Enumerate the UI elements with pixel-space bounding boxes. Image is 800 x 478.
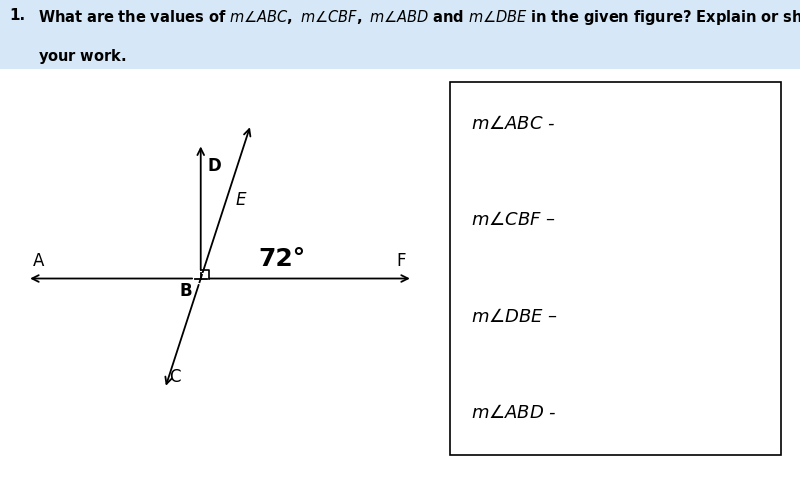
Text: $\bf{your\ work.}$: $\bf{your\ work.}$ <box>38 47 127 66</box>
Text: $m\angle ABD$ -: $m\angle ABD$ - <box>471 404 557 422</box>
Text: $m\angle CBF$ –: $m\angle CBF$ – <box>471 211 556 229</box>
Text: $m\angle ABC$ -: $m\angle ABC$ - <box>471 115 556 133</box>
Text: C: C <box>169 368 181 386</box>
Text: 72°: 72° <box>258 247 306 271</box>
Text: F: F <box>397 252 406 270</box>
Text: 1.: 1. <box>10 8 26 23</box>
Text: B: B <box>180 282 192 300</box>
Text: $m\angle DBE$ –: $m\angle DBE$ – <box>471 307 558 326</box>
Text: A: A <box>33 252 45 270</box>
Text: E: E <box>235 191 246 209</box>
Text: D: D <box>208 157 222 175</box>
Text: $\bf{What\ are\ the\ values\ of\ }$$\mathit{m\angle ABC}$$\bf{,\ }$$\mathit{m\an: $\bf{What\ are\ the\ values\ of\ }$$\mat… <box>38 8 800 27</box>
